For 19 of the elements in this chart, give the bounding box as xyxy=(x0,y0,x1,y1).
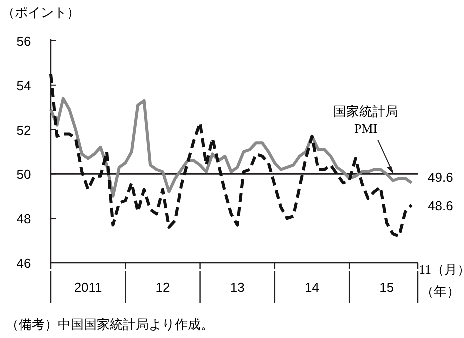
value-label: 48.6 xyxy=(428,198,454,214)
y-tick: 46 xyxy=(16,256,32,271)
xlabel: （年） xyxy=(421,284,460,299)
x-tick: 2011 xyxy=(74,280,102,295)
y-tick: 56 xyxy=(16,34,32,49)
y-tick: 52 xyxy=(16,122,32,138)
y-tick: 54 xyxy=(16,78,32,94)
note: 11（月） xyxy=(419,262,464,277)
y-tick: 50 xyxy=(16,167,32,182)
x-tick: 12 xyxy=(156,280,170,295)
value-label: 49.6 xyxy=(428,170,454,186)
x-tick: 15 xyxy=(380,280,394,295)
note: （備考）中国国家統計局より作成。 xyxy=(6,317,214,332)
x-tick: 13 xyxy=(230,280,245,295)
ylabel: （ポイント） xyxy=(2,5,80,20)
series-name: 国家統計局 xyxy=(334,104,398,119)
series-name: PMI xyxy=(354,121,378,136)
y-tick: 48 xyxy=(16,212,32,227)
x-tick: 14 xyxy=(305,280,320,295)
